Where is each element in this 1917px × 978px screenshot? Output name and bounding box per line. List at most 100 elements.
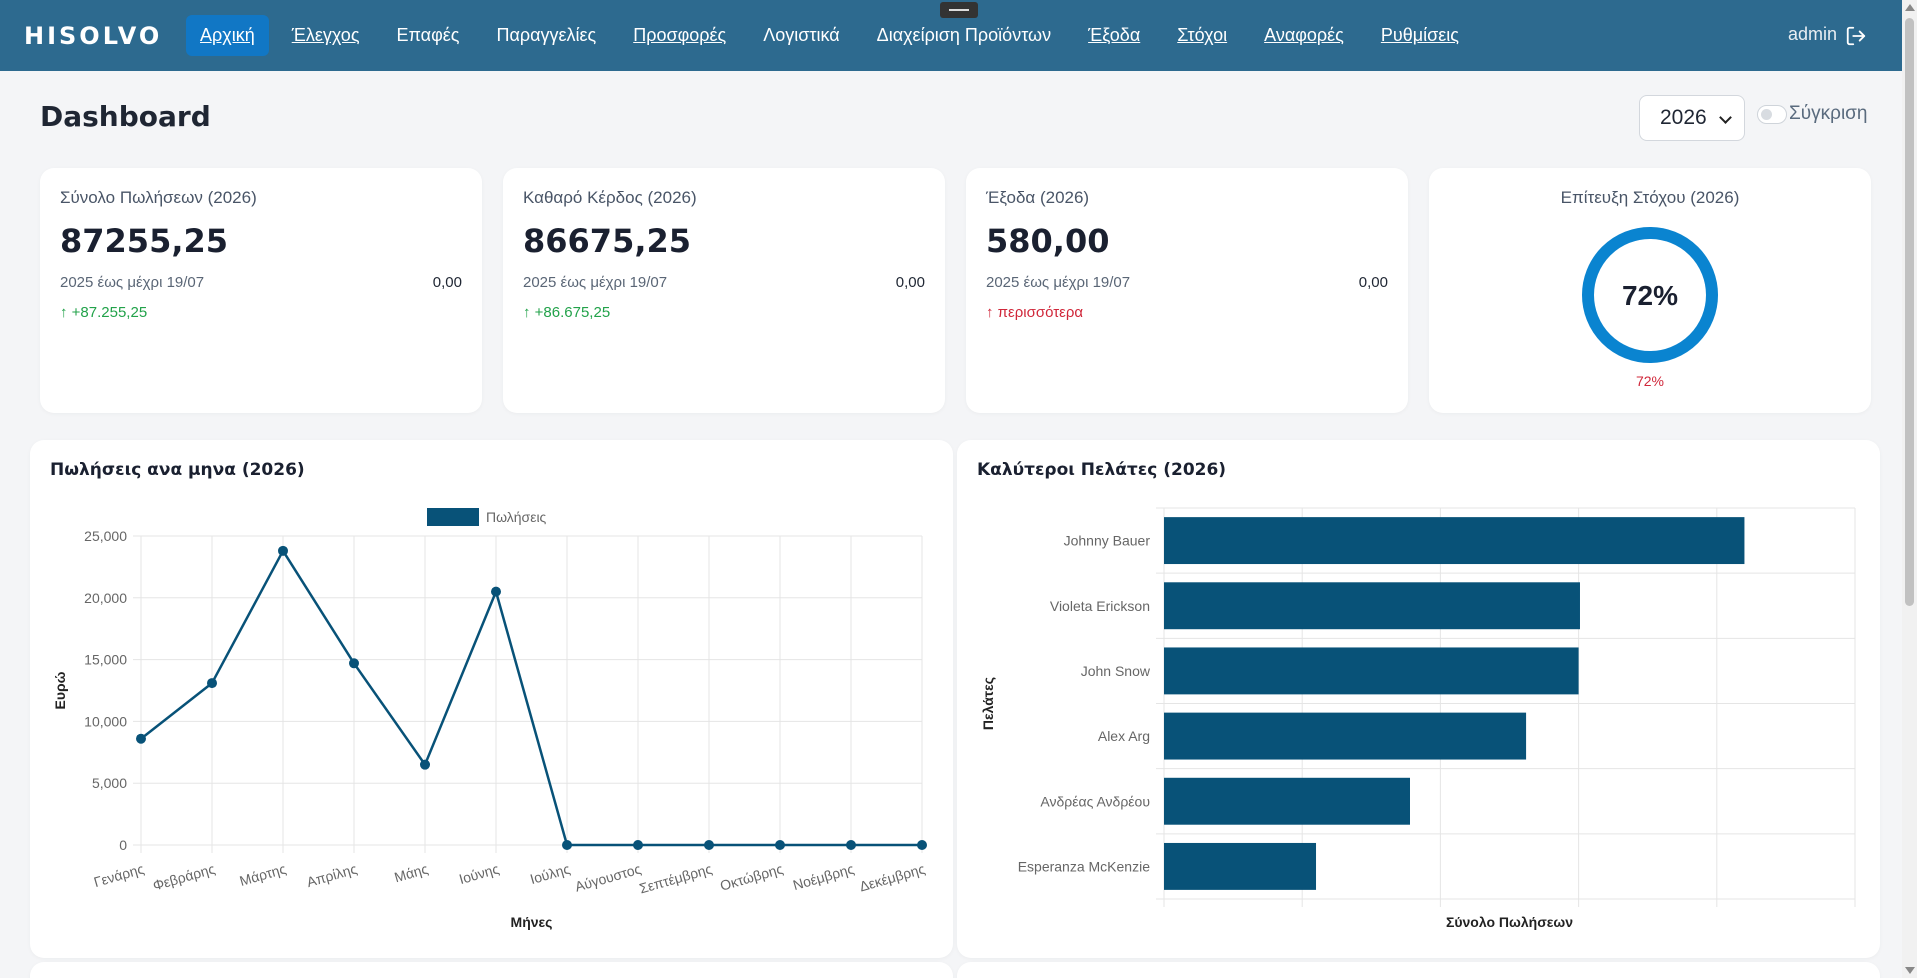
x-axis-title: Μήνες (511, 914, 553, 930)
arrow-up-icon: ↑ (986, 304, 994, 321)
bar (1164, 842, 1317, 890)
x-tick-label: Οκτώβρης (718, 860, 785, 893)
nav-item-9[interactable]: Αναφορές (1264, 25, 1344, 45)
nav-item-7[interactable]: Έξοδα (1088, 25, 1141, 45)
top-customers-chart: Johnny Bauer Violeta Erickson John Snow Ale… (980, 507, 1856, 930)
y-tick-label: John Snow (1081, 663, 1151, 679)
nav-item-5[interactable]: Λογιστικά (763, 25, 840, 45)
y-tick-label: 0 (119, 837, 127, 853)
series-line (140, 549, 922, 847)
data-point (846, 840, 856, 850)
x-tick-label: Απρίλης (305, 860, 359, 890)
scroll-thumb[interactable] (1905, 18, 1914, 606)
goal-percent: 72% (1635, 373, 1665, 389)
data-point (420, 759, 430, 770)
legend-swatch (427, 508, 479, 526)
nav-item-4[interactable]: Προσφορές (633, 25, 727, 45)
x-tick-label: Ιούλης (528, 860, 572, 887)
drag-handle[interactable] (940, 2, 978, 18)
top-navbar: HISOLVO Αρχική Έλεγχος Επαφές Παραγγελίες Πρ… (0, 0, 1902, 71)
nav-item-10[interactable]: Ρυθμίσεις (1380, 25, 1459, 45)
top-customers-card: Καλύτεροι Πελάτες (2026) Johnny Bauer Vio… (957, 440, 1880, 958)
year-select[interactable]: 2026 (1639, 95, 1745, 141)
x-tick-label: Αύγουστος (573, 860, 643, 894)
year-select-value: 2026 (1660, 106, 1707, 129)
user-name: admin (1787, 24, 1837, 44)
goal-progress-ring: 72% (1582, 227, 1718, 363)
data-point (562, 840, 572, 850)
kpi-prev-label: 2025 έως μέχρι 19/07 (986, 274, 1131, 291)
kpi-card-expenses: Έξοδα (2026) 580,00 2025 έως μέχρι 19/07… (966, 168, 1408, 413)
scroll-up-icon[interactable] (1905, 4, 1915, 11)
brand-logo[interactable]: HISOLVO (24, 21, 163, 50)
nav-item-2[interactable]: Επαφές (396, 25, 460, 45)
kpi-value: 87255,25 (60, 222, 229, 260)
x-tick-label: Σεπτέμβρης (637, 860, 714, 896)
kpi-value: 86675,25 (523, 222, 692, 260)
x-tick-label: Δεκέμβρης (858, 860, 927, 894)
kpi-value: 580,00 (986, 222, 1110, 260)
legend-label: Πωλήσεις (486, 509, 547, 525)
kpi-prev-value: 0,00 (432, 274, 462, 291)
kpi-card-sales: Σύνολο Πωλήσεων (2026) 87255,25 2025 έως… (40, 168, 482, 413)
bar (1164, 647, 1579, 695)
chevron-down-icon (1719, 111, 1732, 124)
nav-item-0[interactable]: Αρχική (186, 15, 269, 56)
y-axis-title: Πελάτες (980, 677, 996, 730)
y-tick-label: Violeta Erickson (1050, 598, 1150, 614)
bar (1164, 517, 1745, 565)
y-tick-label: 20,000 (84, 590, 127, 606)
x-tick-label: Ιούνης (457, 860, 501, 887)
x-tick-label: Μάρτης (238, 860, 288, 889)
lower-card-left (30, 962, 953, 978)
data-point (775, 840, 785, 850)
y-tick-label: 25,000 (84, 528, 127, 544)
data-point (491, 586, 501, 597)
data-point (207, 678, 217, 689)
kpi-prev-value: 0,00 (1358, 274, 1388, 291)
kpi-label: Καθαρό Κέρδος (2026) (523, 188, 697, 207)
data-point (278, 545, 288, 556)
y-tick-label: 5,000 (92, 775, 127, 791)
nav-item-1[interactable]: Έλεγχος (291, 25, 360, 45)
data-point (136, 733, 146, 744)
y-tick-label: Johnny Bauer (1064, 533, 1151, 549)
kpi-change: ↑ +86.675,25 (523, 304, 610, 321)
nav-item-6[interactable]: Διαχείριση Προϊόντων (876, 25, 1052, 45)
data-point (917, 840, 927, 850)
monthly-sales-chart: Πωλήσεις 0 5,000 10,000 15,000 20,000 25,000 Γε… (52, 508, 927, 930)
bar (1164, 777, 1410, 825)
data-point (704, 840, 714, 850)
nav-item-3[interactable]: Παραγγελίες (496, 25, 597, 45)
x-tick-label: Γενάρης (92, 860, 146, 890)
nav-item-8[interactable]: Στόχοι (1177, 25, 1228, 45)
y-axis-title: Ευρώ (52, 671, 68, 709)
lower-card-right (957, 962, 1880, 978)
monthly-sales-card: Πωλήσεις ανα μηνα (2026) Πωλήσεις 0 5,000 1… (30, 440, 953, 958)
goal-ring-fill (1582, 227, 1718, 363)
chart-title: Πωλήσεις ανα μηνα (2026) (50, 460, 305, 480)
goal-center-value: 72% (1622, 280, 1678, 311)
page-title: Dashboard (40, 100, 211, 133)
goal-label: Επίτευξη Στόχου (2026) (1560, 188, 1740, 207)
goal-card: Επίτευξη Στόχου (2026) 72% 72% (1429, 168, 1871, 413)
arrow-up-icon: ↑ (60, 304, 68, 321)
data-point (349, 658, 359, 669)
kpi-change-value: περισσότερα (997, 304, 1084, 321)
x-tick-label: Μάης (392, 860, 430, 885)
y-tick-label: Esperanza McKenzie (1018, 858, 1151, 874)
scroll-down-icon[interactable] (1905, 967, 1915, 974)
logout-icon[interactable] (1845, 25, 1867, 47)
y-tick-label: Alex Arg (1098, 728, 1150, 744)
bar (1164, 582, 1580, 630)
compare-toggle[interactable] (1757, 105, 1787, 124)
page-scrollbar[interactable] (1902, 0, 1917, 978)
arrow-up-icon: ↑ (523, 304, 531, 321)
kpi-prev-label: 2025 έως μέχρι 19/07 (523, 274, 668, 291)
kpi-label: Έξοδα (2026) (986, 188, 1090, 207)
kpi-change-value: +87.255,25 (71, 304, 148, 321)
kpi-prev-value: 0,00 (895, 274, 925, 291)
y-tick-label: Ανδρέας Ανδρέου (1040, 793, 1150, 809)
compare-label: Σύγκριση (1789, 103, 1868, 124)
x-tick-label: Φεβράρης (151, 860, 217, 893)
